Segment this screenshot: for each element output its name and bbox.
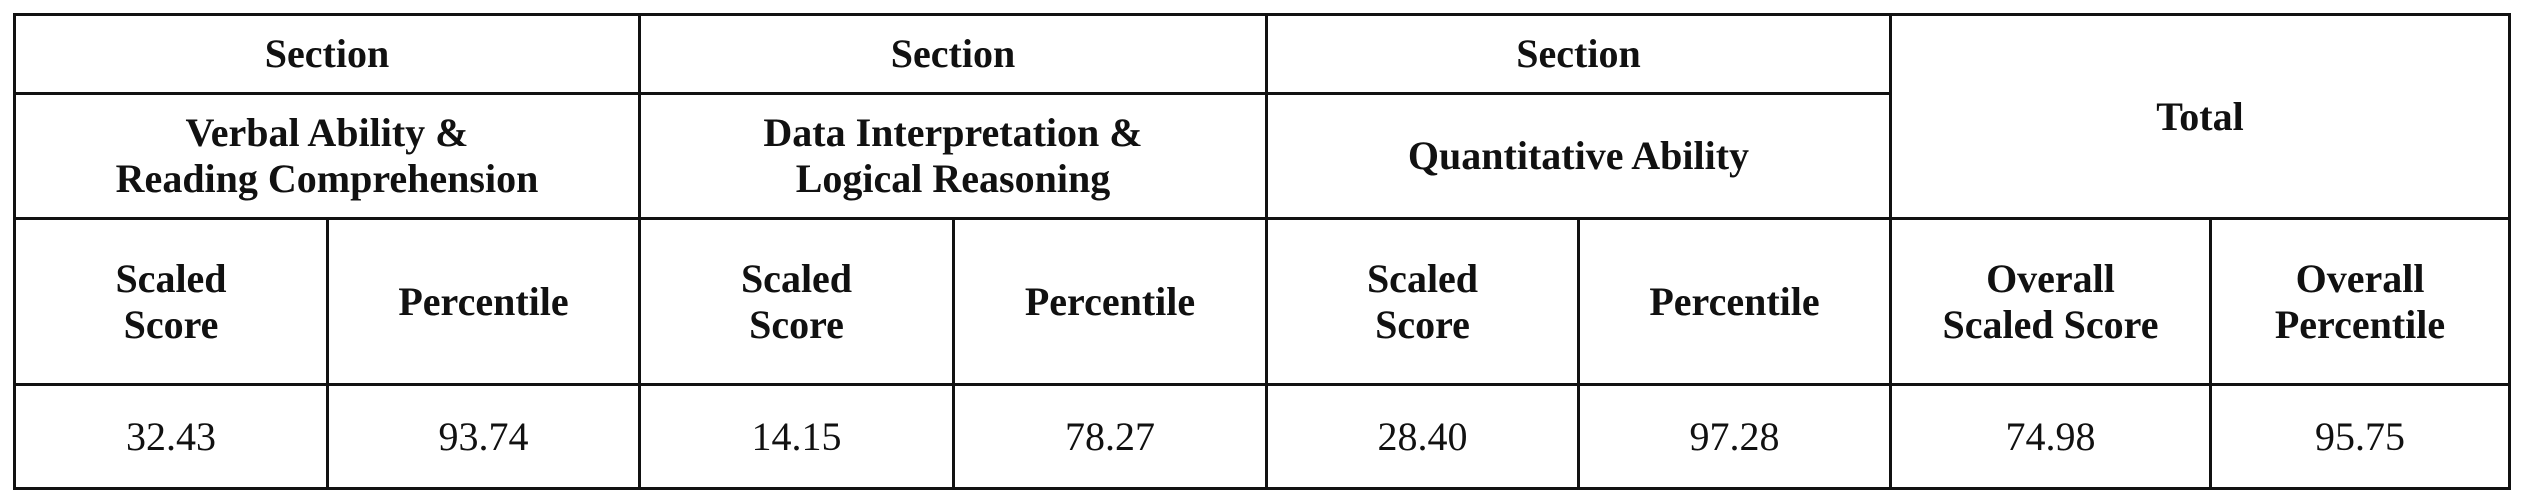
score-value: 93.74 xyxy=(326,383,641,490)
section-name: Verbal Ability & Reading Comprehension xyxy=(13,92,641,220)
column-header: Scaled Score xyxy=(13,217,329,386)
column-header: Scaled Score xyxy=(1265,217,1580,386)
score-value: 28.40 xyxy=(1265,383,1580,490)
score-value: 32.43 xyxy=(13,383,329,490)
column-header: Overall Scaled Score xyxy=(1889,217,2212,386)
score-value: 14.15 xyxy=(638,383,955,490)
column-header: Percentile xyxy=(952,217,1268,386)
score-value: 78.27 xyxy=(952,383,1268,490)
section-label: Section xyxy=(1265,13,1892,95)
section-label: Section xyxy=(638,13,1268,95)
column-header: Percentile xyxy=(326,217,641,386)
section-name: Quantitative Ability xyxy=(1265,92,1892,220)
score-value: 95.75 xyxy=(2208,383,2512,490)
column-header: Percentile xyxy=(1577,217,1892,386)
score-value: 74.98 xyxy=(1889,383,2212,490)
score-value: 97.28 xyxy=(1577,383,1892,490)
column-header: Overall Percentile xyxy=(2208,217,2512,386)
section-name: Data Interpretation & Logical Reasoning xyxy=(638,92,1268,220)
score-table: Section Section Section Total Verbal Abi… xyxy=(13,13,2512,490)
total-label: Total xyxy=(1888,13,2512,220)
column-header: Scaled Score xyxy=(638,217,955,386)
section-label: Section xyxy=(13,13,641,95)
